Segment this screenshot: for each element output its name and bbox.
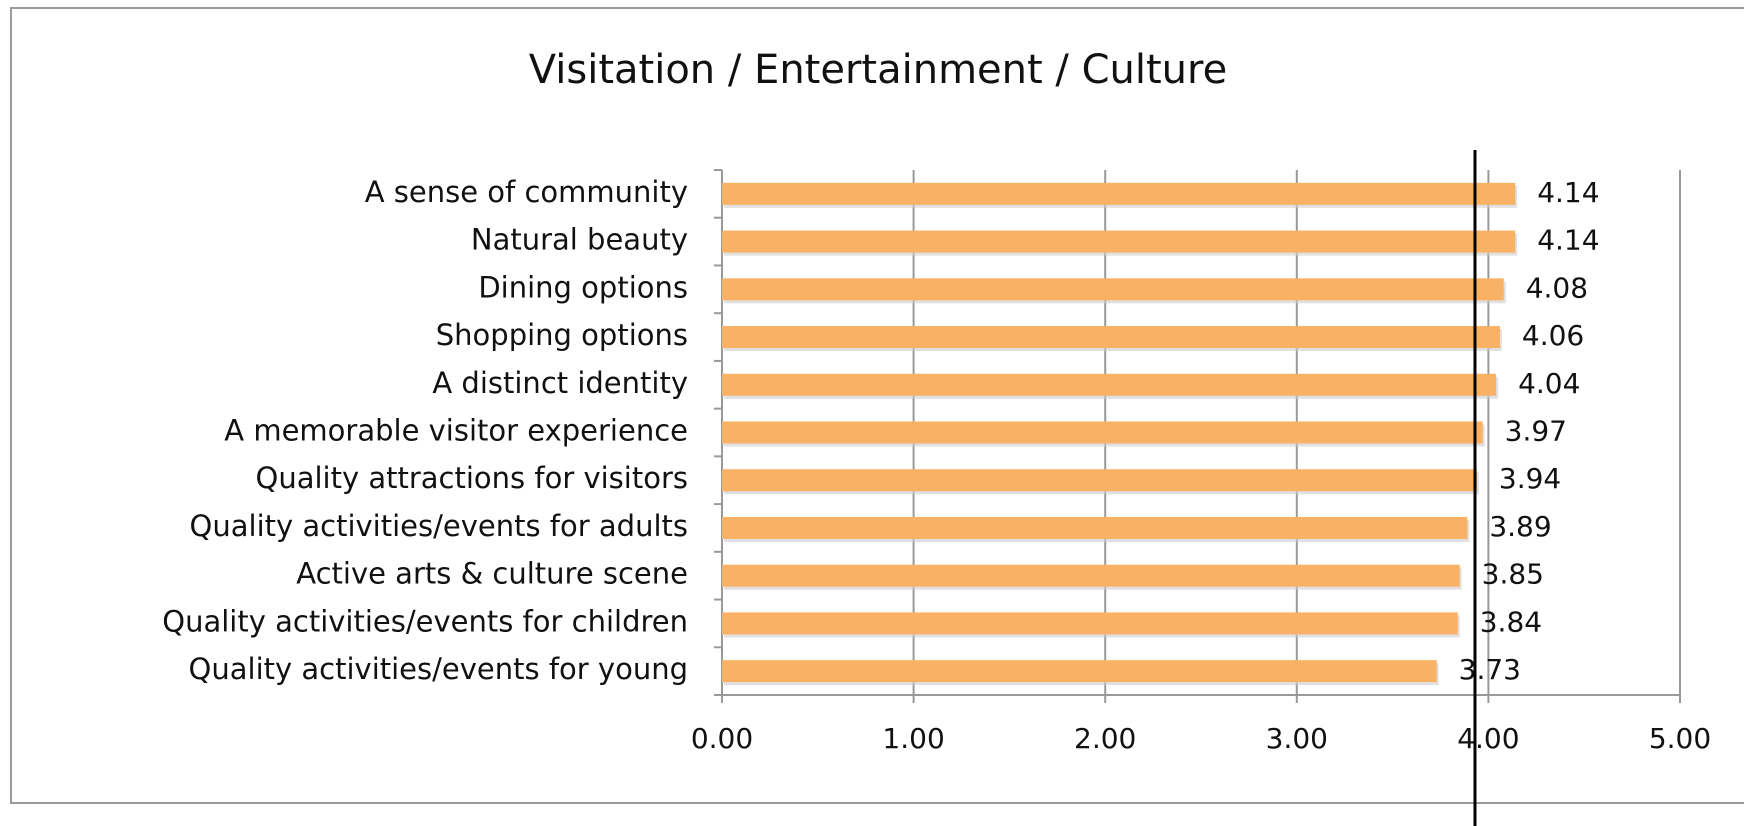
bar	[722, 516, 1468, 539]
bar	[722, 182, 1516, 205]
value-label: 3.84	[1480, 605, 1542, 638]
y-tick-label: A distinct identity	[432, 366, 688, 400]
x-tick-label: 2.00	[1074, 722, 1136, 755]
y-tick-label: Dining options	[478, 270, 688, 304]
y-tick-label: A memorable visitor experience	[224, 414, 688, 448]
bar	[722, 230, 1516, 253]
bar	[722, 326, 1500, 349]
x-tick-label: 5.00	[1649, 722, 1711, 755]
chart-title: Visitation / Entertainment / Culture	[529, 47, 1227, 93]
value-label: 4.14	[1537, 224, 1599, 257]
x-tick-label: 0.00	[691, 722, 753, 755]
y-tick-label: Quality attractions for visitors	[256, 461, 689, 495]
x-tick-label: 1.00	[882, 722, 944, 755]
bar	[722, 469, 1477, 492]
bar	[722, 373, 1497, 396]
bar	[722, 278, 1504, 301]
bar	[722, 421, 1483, 444]
y-tick-label: Active arts & culture scene	[296, 557, 688, 591]
value-label: 4.14	[1537, 176, 1599, 209]
bar	[722, 564, 1460, 587]
value-label: 3.97	[1505, 415, 1567, 448]
y-tick-label: Shopping options	[436, 318, 688, 352]
value-label: 3.94	[1499, 462, 1561, 495]
y-tick-label: Quality activities/events for children	[162, 604, 688, 638]
value-label: 4.08	[1526, 271, 1588, 304]
y-tick-label: Quality activities/events for young	[189, 652, 688, 686]
x-tick-label: 4.00	[1457, 722, 1519, 755]
value-label: 4.06	[1522, 319, 1584, 352]
y-tick-label: A sense of community	[365, 175, 688, 209]
value-label: 3.89	[1489, 510, 1551, 543]
x-tick-label: 3.00	[1266, 722, 1328, 755]
value-label: 4.04	[1518, 367, 1580, 400]
bar	[722, 612, 1458, 635]
y-tick-label: Quality activities/events for adults	[190, 509, 688, 543]
y-tick-label: Natural beauty	[471, 223, 688, 257]
bar	[722, 660, 1437, 683]
value-label: 3.85	[1482, 558, 1544, 591]
value-label: 3.73	[1459, 653, 1521, 686]
